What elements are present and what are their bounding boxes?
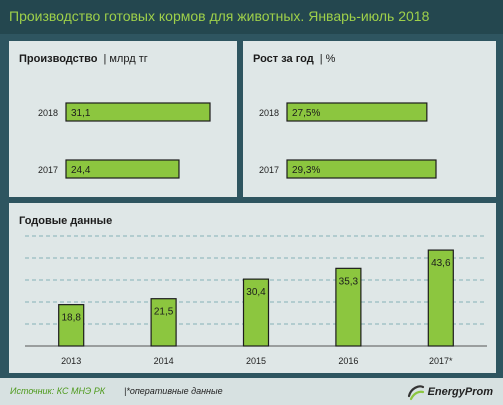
production-category-label: 2017 — [38, 165, 58, 175]
source-text: Источник: КС МНЭ РК — [10, 386, 106, 396]
annual-chart: 18,8 2013 21,5 2014 30,4 2015 35,3 2016 43,6 2017… — [25, 235, 487, 366]
title-bar: Производство готовых кормов для животных… — [0, 0, 503, 34]
annual-tick-label: 2013 — [61, 356, 81, 366]
logo: EnergyProm — [407, 383, 493, 401]
production-chart-title: Производство — [19, 53, 98, 65]
growth-bar — [286, 102, 428, 122]
growth-chart-unit: | % — [319, 53, 336, 65]
annual-chart-title: Годовые данные — [19, 215, 113, 227]
growth-bar — [286, 159, 437, 179]
annual-value-label: 35,3 — [339, 276, 359, 287]
production-value-label: 31,1 — [71, 108, 91, 119]
growth-panel: Рост за год | % 2018 27,5% 2017 29,3% — [243, 41, 496, 197]
production-bar — [65, 102, 211, 122]
annual-tick-label: 2014 — [154, 356, 174, 366]
footnote-text: |*оперативные данные — [124, 386, 223, 396]
annual-value-label: 43,6 — [431, 258, 451, 269]
annual-bar — [427, 249, 454, 347]
annual-bar — [242, 278, 270, 347]
annual-value-label: 30,4 — [246, 287, 266, 298]
production-chart-unit: | млрд тг — [103, 53, 148, 65]
production-bar — [65, 159, 180, 179]
production-chart: 2018 31,1 2017 24,4 — [38, 102, 211, 179]
annual-value-label: 18,8 — [61, 313, 81, 324]
growth-value-label: 29,3% — [292, 165, 320, 176]
annual-bar — [150, 298, 177, 347]
footer: Источник: КС МНЭ РК |*оперативные данные… — [0, 378, 503, 405]
growth-chart: 2018 27,5% 2017 29,3% — [259, 102, 437, 179]
annual-tick-label: 2017* — [429, 356, 453, 366]
growth-panel-header: Рост за год | % — [253, 53, 335, 65]
growth-category-label: 2017 — [259, 165, 279, 175]
logo-text: EnergyProm — [427, 386, 493, 398]
annual-tick-label: 2016 — [338, 356, 358, 366]
annual-tick-label: 2015 — [246, 356, 266, 366]
annual-bar — [335, 267, 362, 347]
growth-category-label: 2018 — [259, 108, 279, 118]
production-panel-header: Производство | млрд тг — [19, 53, 148, 65]
annual-panel-header: Годовые данные — [19, 215, 112, 227]
energyprom-logo-icon — [407, 385, 424, 401]
annual-bar — [58, 304, 85, 347]
production-category-label: 2018 — [38, 108, 58, 118]
annual-value-label: 21,5 — [154, 307, 174, 318]
annual-panel: Годовые данные 18,8 2013 21,5 2014 30,4 2015 3… — [9, 203, 496, 373]
production-value-label: 24,4 — [71, 165, 91, 176]
production-panel: Производство | млрд тг 2018 31,1 2017 24,4 — [9, 41, 237, 197]
growth-value-label: 27,5% — [292, 108, 320, 119]
page-title: Производство готовых кормов для животных… — [9, 8, 430, 24]
growth-chart-title: Рост за год — [253, 53, 314, 65]
